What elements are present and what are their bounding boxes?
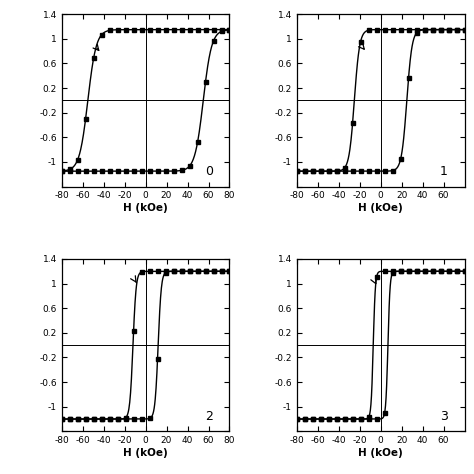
- Text: 3: 3: [440, 410, 448, 423]
- Text: 0: 0: [205, 165, 213, 178]
- X-axis label: H (kOe): H (kOe): [123, 448, 168, 458]
- X-axis label: H (kOe): H (kOe): [358, 448, 403, 458]
- Text: 2: 2: [205, 410, 213, 423]
- X-axis label: H (kOe): H (kOe): [123, 203, 168, 213]
- X-axis label: H (kOe): H (kOe): [358, 203, 403, 213]
- Text: 1: 1: [440, 165, 448, 178]
